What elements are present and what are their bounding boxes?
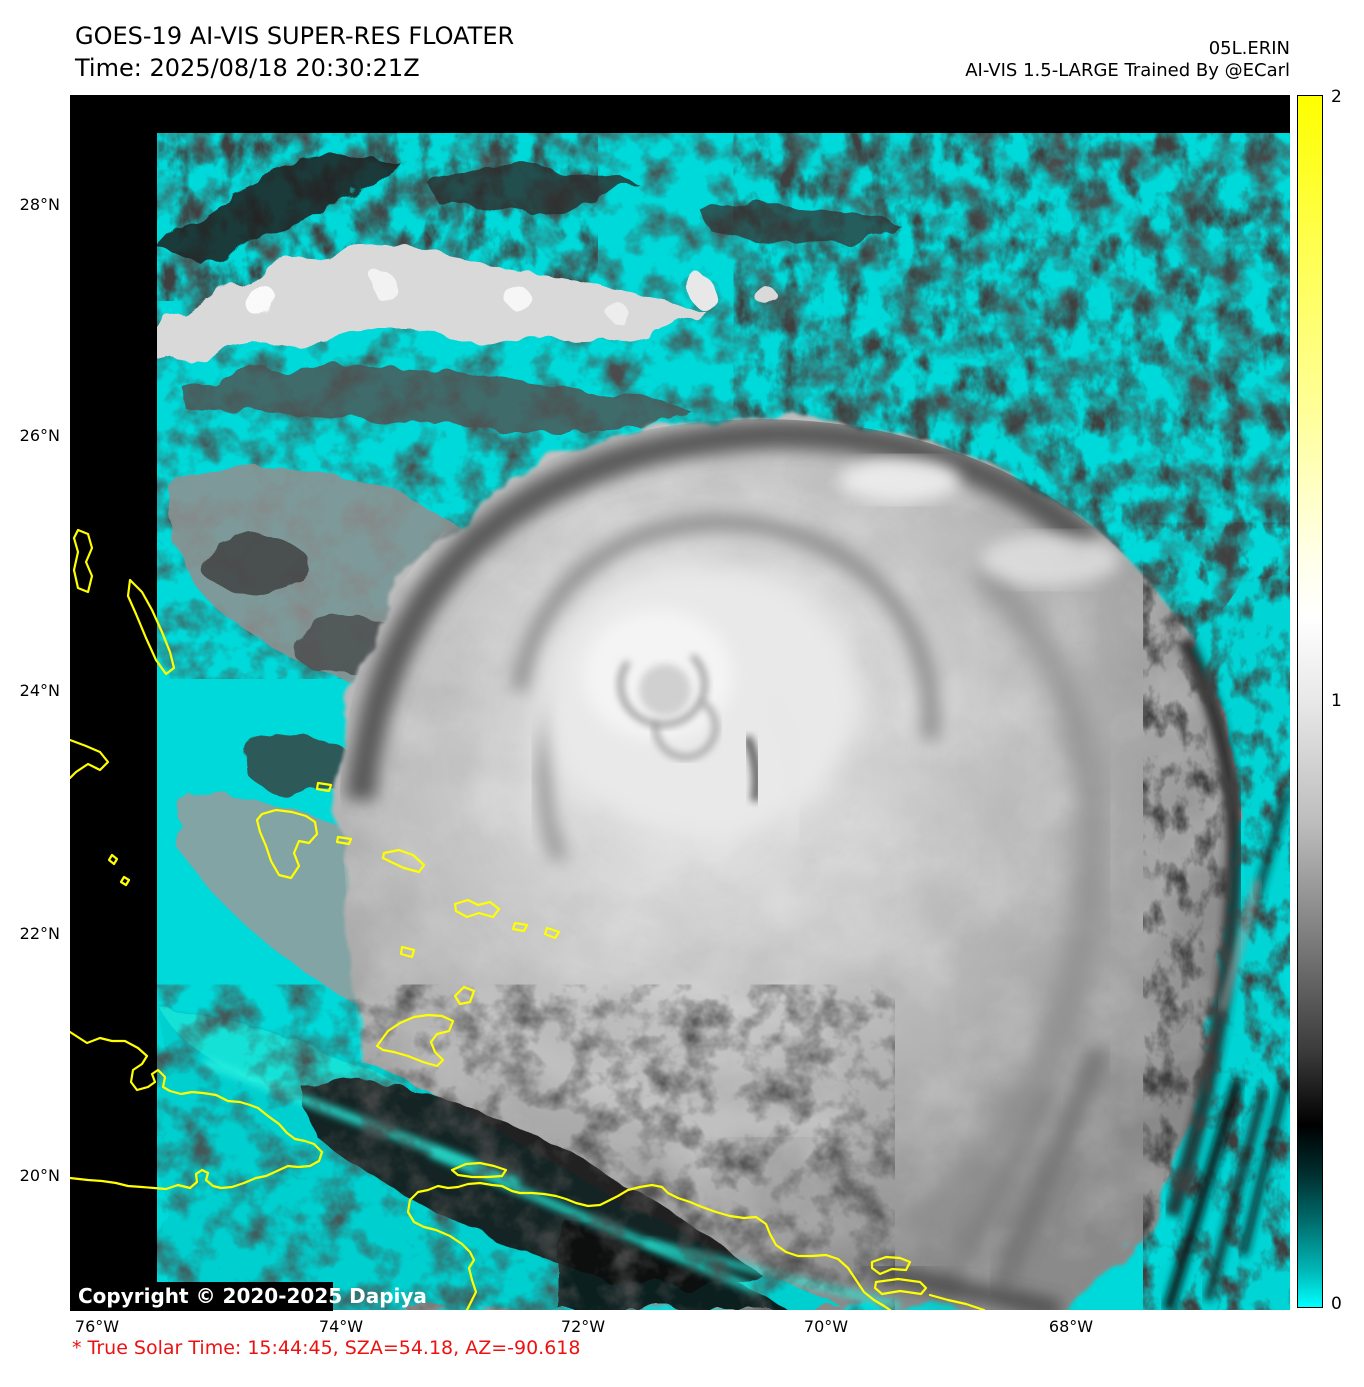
lon-tick-68w: 68°W bbox=[1048, 1317, 1094, 1336]
timestamp-label: Time: 2025/08/18 20:30:21Z bbox=[75, 54, 420, 82]
colorbar bbox=[1297, 95, 1323, 1308]
lon-tick-74w: 74°W bbox=[318, 1317, 364, 1336]
solar-time-note: * True Solar Time: 15:44:45, SZA=54.18, … bbox=[72, 1337, 581, 1359]
lat-tick-24n: 24°N bbox=[19, 681, 60, 700]
model-credit-label: AI-VIS 1.5-LARGE Trained By @ECarl bbox=[965, 60, 1290, 81]
colorbar-tick-0: 0 bbox=[1331, 1294, 1342, 1314]
page-title: GOES-19 AI-VIS SUPER-RES FLOATER bbox=[75, 22, 515, 50]
lon-tick-72w: 72°W bbox=[560, 1317, 606, 1336]
storm-id-label: 05L.ERIN bbox=[1208, 38, 1290, 59]
colorbar-tick-2: 2 bbox=[1331, 87, 1342, 107]
lat-tick-20n: 20°N bbox=[19, 1166, 60, 1185]
lon-tick-76w: 76°W bbox=[74, 1317, 120, 1336]
lat-tick-22n: 22°N bbox=[19, 924, 60, 943]
copyright-badge: Copyright © 2020-2025 Dapiya bbox=[70, 1282, 427, 1311]
lon-tick-70w: 70°W bbox=[803, 1317, 849, 1336]
coastline-overlay bbox=[70, 528, 986, 1310]
lat-tick-26n: 26°N bbox=[19, 426, 60, 445]
lat-tick-28n: 28°N bbox=[19, 195, 60, 214]
colorbar-tick-1: 1 bbox=[1331, 691, 1342, 711]
